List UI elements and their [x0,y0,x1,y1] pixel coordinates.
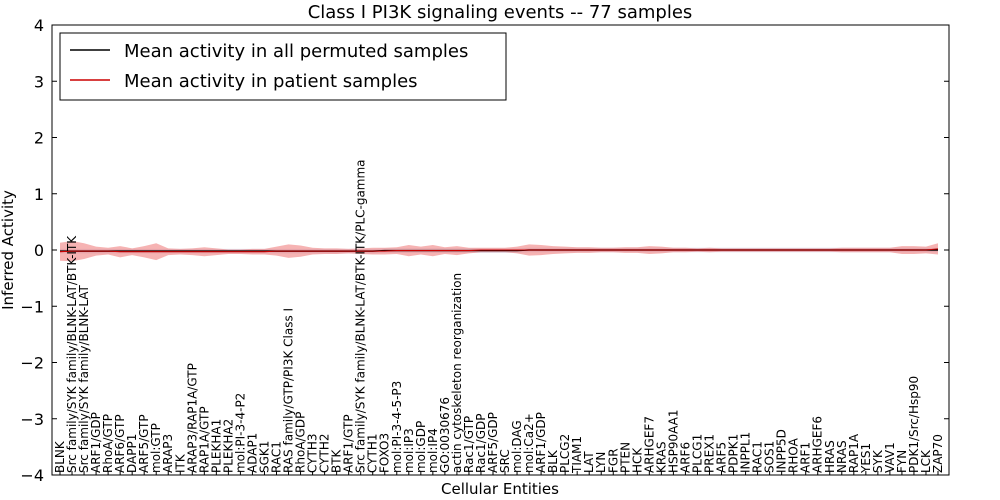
y-tick-label: 4 [34,16,44,35]
x-tick-label: RhoA/GTP [101,414,115,473]
x-tick-label: PTEN [618,442,632,473]
x-tick-label: ARF1/GDP [534,412,548,473]
x-tick-label: DAPP1 [125,434,139,473]
x-tick-label: Rac1/GDP [474,414,488,473]
x-tick-label: CYTH3 [306,434,320,474]
y-tick-label: 3 [34,72,44,91]
x-tick-label: mol:Ca2+ [522,413,536,473]
x-tick-label: PDK1/Src/Hsp90 [907,376,921,473]
x-tick-label: BTK [330,448,344,473]
x-tick-label: RHOA [787,437,801,473]
x-tick-label: mol:IP4 [426,428,440,473]
legend-label-permuted: Mean activity in all permuted samples [124,41,468,62]
x-tick-label: ARF6/GTP [113,414,127,473]
legend-label-patient: Mean activity in patient samples [124,71,418,92]
x-axis-label: Cellular Entities [441,480,559,498]
x-tick-label: Src family/SYK family/BLNK-LAT [77,284,91,473]
x-tick-label: SYK [871,449,885,473]
x-tick-label: ARAP3 [161,434,175,473]
x-tick-label: PLEKHA2 [221,419,235,473]
x-tick-label: GO:0030676 [438,397,452,473]
x-tick-label: SGK1 [257,441,271,473]
x-tick-label: Rac1/GTP [462,416,476,473]
x-tick-label: LAT [582,451,596,473]
x-tick-label: PREX1 [702,434,716,473]
x-tick-label: ARF5/GTP [137,414,151,473]
x-tick-label: HSP90AA1 [666,409,680,473]
x-tick-label: PLCG2 [558,434,572,473]
x-tick-label: mol:DAG [510,420,524,473]
series-lines [59,248,939,253]
x-tick-label: RAC1 [751,441,765,473]
x-tick-label: ARF1/GTP [342,414,356,473]
x-tick-label: LCK [919,449,933,473]
x-tick-label: KRAS [654,441,668,473]
y-tick-label: 1 [34,185,44,204]
x-tick-label: ARHGEF6 [811,416,825,473]
x-tick-label: PLCG1 [690,434,704,473]
x-tick-label: mol:GTP [149,423,163,473]
x-tick-label: mol:PI-3-4-5-P3 [390,381,404,473]
x-tick-label: FGR [606,448,620,473]
y-axis-label: Inferred Activity [0,190,17,310]
y-tick-label: −2 [20,354,44,373]
x-tick-label: Src family/SYK family/BLNK-LAT/BTK-ITK/P… [354,159,368,473]
patient-mean-line [59,248,939,253]
x-tick-label: HRAS [823,440,837,473]
x-tick-label: BLNK [53,440,67,473]
chart-title: Class I PI3K signaling events -- 77 samp… [308,2,693,23]
x-tick-label: Src family/SYK family/BLNK-LAT/BTK-ITK [65,235,79,473]
x-tick-label: INPPL1 [739,432,753,473]
x-tick-label: YES1 [859,443,873,474]
x-tick-label: BLK [546,449,560,473]
x-tick-label: ADAP1 [245,433,259,473]
x-tick-label: ARHGEF7 [642,416,656,473]
x-tick-label: ITK [173,453,187,473]
x-tick-label: RhoA/GDP [294,412,308,473]
y-axis: −4 −3 −2 −1 0 1 2 3 4 [20,16,949,485]
legend-box [59,32,507,101]
x-tick-label: ARF5/GDP [486,412,500,473]
x-tick-label: HCK [630,447,644,473]
x-tick-label: FOXO3 [378,433,392,473]
x-tick-label: RAP1A [847,433,861,473]
x-tick-label: CYTH2 [318,434,332,474]
x-tick-label: ZAP70 [931,434,945,473]
x-tick-label: mol:IP3 [402,428,416,473]
x-tick-label: FYN [895,450,909,473]
x-tick-label: actin cytoskeleton reorganization [450,273,464,473]
x-tick-label: ARF6 [678,442,692,473]
legend: Mean activity in all permuted samples Me… [59,32,507,101]
y-tick-label: 2 [34,129,44,148]
y-tick-label: 0 [34,241,44,260]
x-tick-label: NRAS [835,440,849,473]
x-tick-label: LYN [594,452,608,473]
x-tick-label: CYTH1 [366,434,380,474]
x-tick-label: TIAM1 [570,436,584,474]
y-tick-label: −4 [20,466,44,485]
x-tick-label: ARF1 [799,442,813,473]
y-tick-label: −3 [20,410,44,429]
x-tick-label: VAV1 [883,442,897,473]
x-tick-label: PDPK1 [727,434,741,473]
x-tick-label: RAP1A/GTP [197,406,211,473]
x-tick-label: ARF5 [715,442,729,473]
x-tick-label: RAC1 [269,441,283,473]
x-tick-label: mol:GDP [414,421,428,473]
x-tick-label: ARAP3/RAP1A/GTP [185,363,199,473]
y-tick-label: −1 [20,297,44,316]
x-tick-label: SRC [498,449,512,473]
x-tick-label: INPP5D [775,429,789,473]
x-tick-label: PLEKHA1 [209,419,223,473]
x-tick-label: RAS family/GTP/PI3K Class I [282,308,296,473]
x-tick-label: SOS1 [763,441,777,473]
x-tick-label: mol:PI-3-4-P2 [233,393,247,473]
x-tick-label: ARF1/GDP [89,412,103,473]
